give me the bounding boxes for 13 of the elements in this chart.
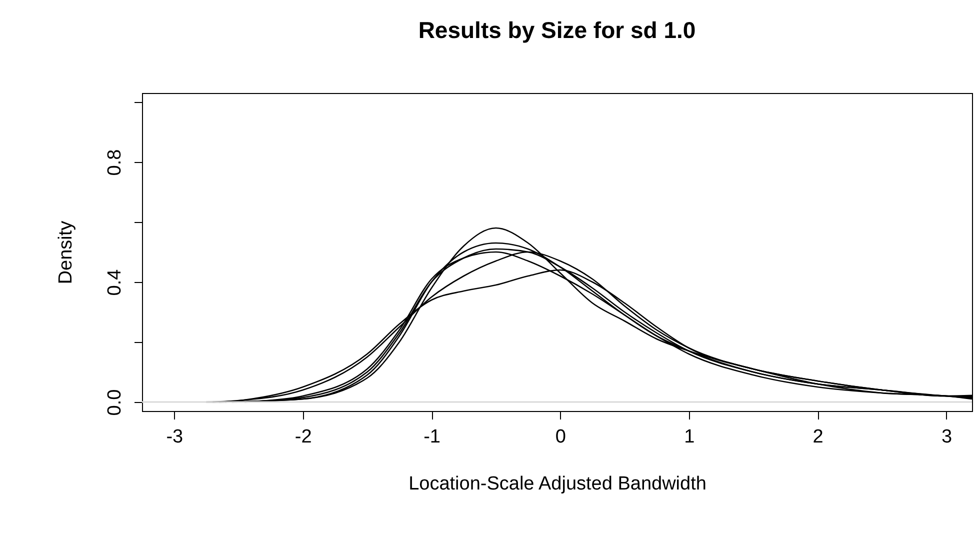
chart-title: Results by Size for sd 1.0	[418, 17, 696, 43]
y-tick-label: 0.8	[104, 149, 126, 176]
x-tick-label: 0	[555, 426, 566, 448]
x-tick-label: 3	[941, 426, 952, 448]
x-tick-label: -3	[166, 426, 184, 448]
y-tick-label: 0.4	[104, 268, 126, 296]
x-axis-title: Location-Scale Adjusted Bandwidth	[408, 474, 706, 494]
x-tick-label: -2	[294, 426, 312, 448]
x-tick-label: 1	[684, 426, 695, 448]
x-tick-label: -1	[424, 426, 440, 448]
x-tick-label: 2	[812, 426, 824, 448]
y-axis-title: Density	[56, 220, 76, 284]
y-tick-label: 0.0	[104, 389, 126, 416]
